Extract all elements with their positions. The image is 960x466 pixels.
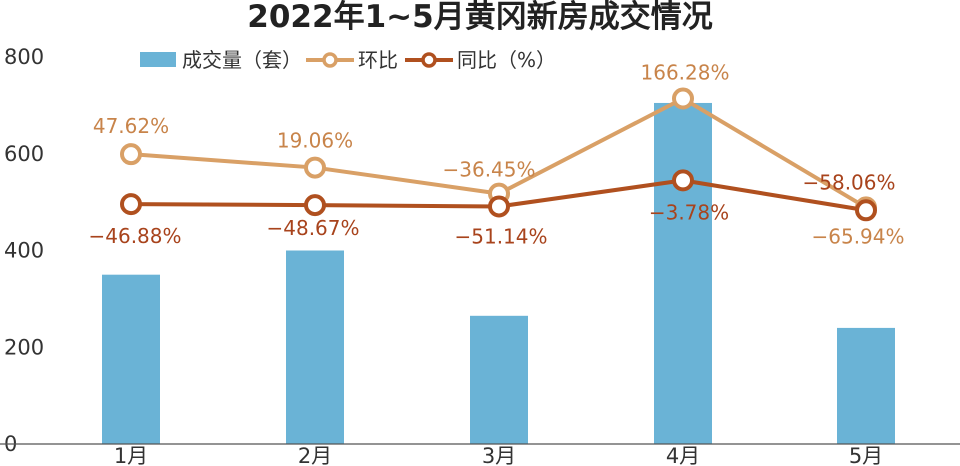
tongbi-point	[488, 195, 510, 218]
tongbi-point	[855, 199, 877, 222]
tongbi-point	[672, 169, 694, 192]
x-tick-label: 4月	[666, 444, 700, 466]
bar	[837, 327, 895, 444]
tongbi-label: −3.78%	[649, 200, 729, 224]
tongbi-label: −51.14%	[454, 224, 547, 248]
tongbi-label: −46.88%	[88, 224, 181, 248]
y-tick-label: 800	[4, 45, 44, 69]
legend-huanbi-marker	[322, 52, 338, 68]
huanbi-label: −65.94%	[811, 224, 904, 248]
tongbi-point	[120, 193, 142, 216]
legend: 成交量（套） 环比 同比（%）	[140, 48, 556, 72]
huanbi-label: 47.62%	[93, 114, 169, 138]
bar	[654, 102, 712, 445]
lines	[120, 87, 877, 222]
bar	[286, 250, 344, 444]
huanbi-point	[672, 87, 694, 110]
huanbi-label: 19.06%	[277, 129, 353, 153]
y-tick-label: 200	[4, 335, 44, 359]
y-tick-label: 600	[4, 142, 44, 166]
tongbi-label: −48.67%	[266, 216, 359, 240]
y-tick-label: 400	[4, 239, 44, 263]
x-tick-label: 2月	[298, 444, 332, 466]
x-tick-label: 5月	[849, 444, 883, 466]
chart-title: 2022年1~5月黄冈新房成交情况	[247, 0, 712, 35]
huanbi-label: 166.28%	[641, 61, 730, 85]
bars	[102, 102, 895, 445]
x-tick-label: 3月	[482, 444, 516, 466]
tongbi-label: −58.06%	[802, 170, 895, 194]
legend-bar-label: 成交量（套）	[182, 48, 302, 72]
legend-bar-swatch	[140, 52, 176, 67]
data-labels: 47.62% 19.06% −36.45% 166.28% −65.94% −46.88%…	[88, 61, 904, 249]
bar	[102, 274, 160, 444]
huanbi-point	[304, 156, 326, 179]
x-tick-label: 1月	[114, 444, 148, 466]
bar	[470, 315, 528, 444]
huanbi-point	[120, 143, 142, 166]
huanbi-label: −36.45%	[442, 158, 535, 182]
legend-huanbi-label: 环比	[358, 48, 398, 72]
tongbi-point	[304, 194, 326, 217]
x-axis: 1月 2月 3月 4月 5月	[0, 443, 960, 466]
legend-tongbi-label: 同比（%）	[457, 48, 556, 72]
legend-tongbi-marker	[421, 52, 437, 68]
